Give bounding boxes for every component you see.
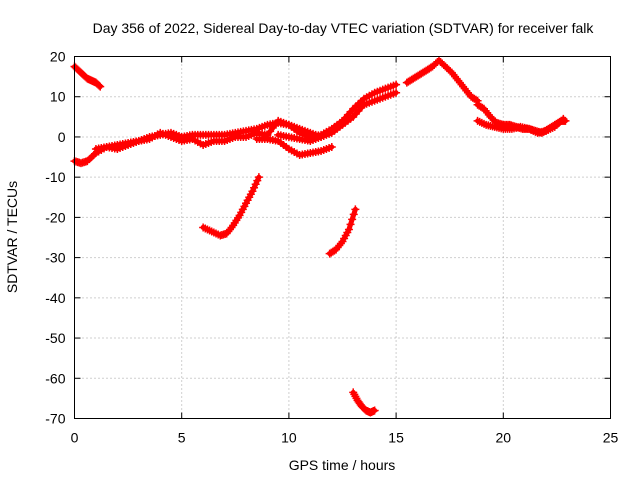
series-dip bbox=[199, 173, 263, 240]
data-point bbox=[392, 88, 401, 97]
x-tick-label: 0 bbox=[71, 430, 79, 446]
data-point bbox=[95, 81, 104, 90]
x-tick-label: 20 bbox=[496, 430, 512, 446]
x-tick-label: 5 bbox=[178, 430, 186, 446]
x-axis-ticks: 0 5 10 15 20 25 bbox=[71, 56, 619, 446]
y-tick-label: -30 bbox=[45, 250, 65, 266]
y-tick-label: 0 bbox=[58, 129, 66, 145]
x-tick-label: 25 bbox=[603, 430, 619, 446]
series-baseline-c bbox=[252, 134, 336, 160]
data-point bbox=[251, 180, 260, 189]
y-tick-label: -10 bbox=[45, 169, 65, 185]
x-axis-label: GPS time / hours bbox=[289, 457, 396, 473]
data-point bbox=[348, 215, 357, 224]
data-point bbox=[344, 225, 353, 234]
series-mid-rise bbox=[325, 205, 360, 258]
y-tick-label: -50 bbox=[45, 330, 65, 346]
grid-lines bbox=[74, 56, 611, 419]
y-tick-label: -60 bbox=[45, 370, 65, 386]
series-evening-peak bbox=[402, 56, 482, 105]
data-point bbox=[559, 114, 568, 123]
series-late-lower bbox=[473, 114, 568, 137]
data-point bbox=[349, 210, 358, 219]
series-trace bbox=[72, 90, 399, 166]
series-start bbox=[70, 62, 105, 91]
data-point bbox=[346, 220, 355, 229]
series-baseline-a bbox=[70, 88, 401, 168]
data-point bbox=[250, 183, 259, 192]
y-axis-label: SDTVAR / TECUs bbox=[4, 181, 20, 293]
data-series bbox=[70, 56, 570, 417]
y-tick-label: -40 bbox=[45, 290, 65, 306]
x-tick-label: 10 bbox=[281, 430, 297, 446]
data-point bbox=[254, 173, 263, 182]
x-tick-label: 15 bbox=[388, 430, 404, 446]
series-arc-a bbox=[274, 130, 326, 145]
y-tick-label: 20 bbox=[50, 49, 66, 65]
y-tick-label: -20 bbox=[45, 209, 65, 225]
data-point bbox=[96, 82, 105, 91]
series-baseline-b bbox=[91, 80, 401, 154]
data-point bbox=[392, 80, 401, 89]
y-axis-ticks: 20 10 0 -10 -20 -30 -40 -50 -60 -70 bbox=[45, 49, 611, 427]
series-low-arc bbox=[349, 388, 379, 417]
series-late-decline bbox=[473, 100, 570, 137]
data-point bbox=[370, 406, 379, 415]
data-point bbox=[248, 187, 257, 196]
data-point bbox=[327, 143, 336, 151]
y-tick-label: -70 bbox=[45, 411, 65, 427]
y-tick-label: 10 bbox=[50, 89, 66, 105]
data-point bbox=[471, 95, 480, 104]
data-point bbox=[317, 132, 326, 141]
chart-title: Day 356 of 2022, Sidereal Day-to-day VTE… bbox=[93, 20, 595, 36]
plot-frame bbox=[74, 56, 611, 419]
data-point bbox=[351, 205, 360, 214]
data-point bbox=[253, 176, 262, 185]
